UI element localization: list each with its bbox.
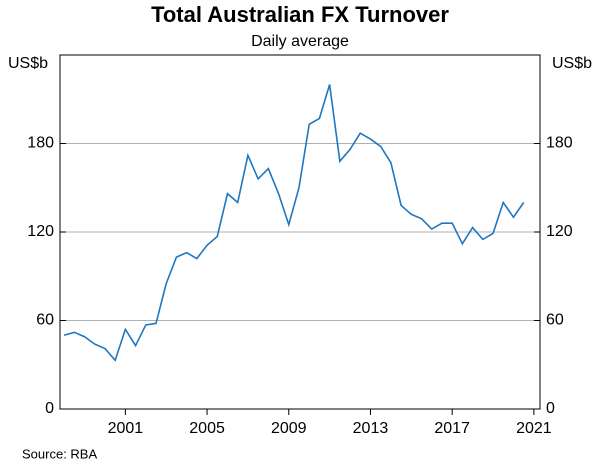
y2-tick-label: 180	[546, 135, 573, 152]
x-tick-label: 2021	[516, 420, 552, 437]
y-axis-label: US$b	[8, 55, 48, 72]
y-tick-label: 60	[36, 312, 54, 329]
x-tick-label: 2017	[434, 420, 470, 437]
x-tick-label: 2013	[353, 420, 389, 437]
y-tick-label: 0	[45, 400, 54, 417]
chart-title: Total Australian FX Turnover	[151, 2, 449, 27]
y-tick-label: 180	[27, 135, 54, 152]
y2-tick-label: 0	[546, 400, 555, 417]
y2-tick-label: 120	[546, 223, 573, 240]
source-note: Source: RBA	[22, 446, 97, 461]
y-tick-label: 120	[27, 223, 54, 240]
y2-axis-label: US$b	[552, 55, 592, 72]
x-tick-label: 2001	[108, 420, 144, 437]
chart-subtitle: Daily average	[251, 33, 349, 50]
y2-tick-label: 60	[546, 312, 564, 329]
x-tick-label: 2009	[271, 420, 307, 437]
x-tick-label: 2005	[189, 420, 225, 437]
data-line	[63, 84, 525, 362]
